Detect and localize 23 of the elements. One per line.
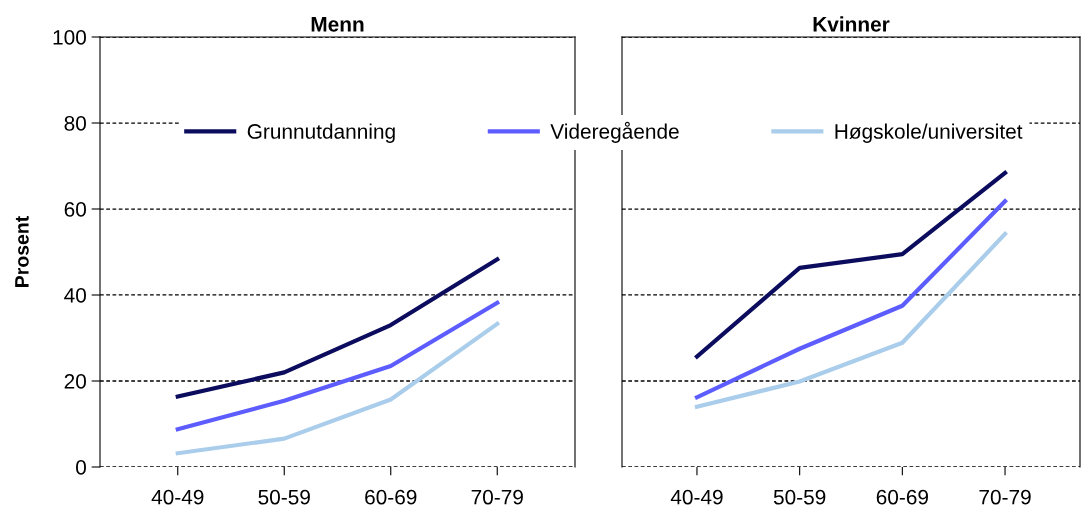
chart-title: Kvinner <box>813 16 890 32</box>
x-tick-label: 70-79 <box>471 489 523 505</box>
y-tick-label: 80 <box>64 116 86 131</box>
y-axis-title: Prosent <box>15 216 29 287</box>
y-tick-label: 100 <box>53 30 86 45</box>
line-series <box>175 300 500 432</box>
line-series <box>175 257 500 399</box>
y-tick-label: 20 <box>64 374 86 389</box>
x-tick-label: 70-79 <box>979 489 1031 505</box>
y-tick-label: 60 <box>64 202 86 217</box>
chart-title: Menn <box>311 17 364 32</box>
y-tick-label: 40 <box>64 288 86 303</box>
x-tick-label: 60-69 <box>365 489 417 505</box>
legend-label: Høgskole/universitet <box>835 123 1023 143</box>
x-tick-label: 40-49 <box>151 489 204 505</box>
legend-label: Grunnutdanning <box>247 123 395 143</box>
legend-label: Videregående <box>550 121 679 143</box>
line-series <box>175 321 500 456</box>
x-tick-label: 60-69 <box>876 489 928 505</box>
x-tick-label: 50-59 <box>773 489 826 505</box>
x-tick-label: 40-49 <box>670 489 723 505</box>
y-tick-label: 0 <box>76 460 86 475</box>
x-tick-label: 50-59 <box>258 489 310 505</box>
